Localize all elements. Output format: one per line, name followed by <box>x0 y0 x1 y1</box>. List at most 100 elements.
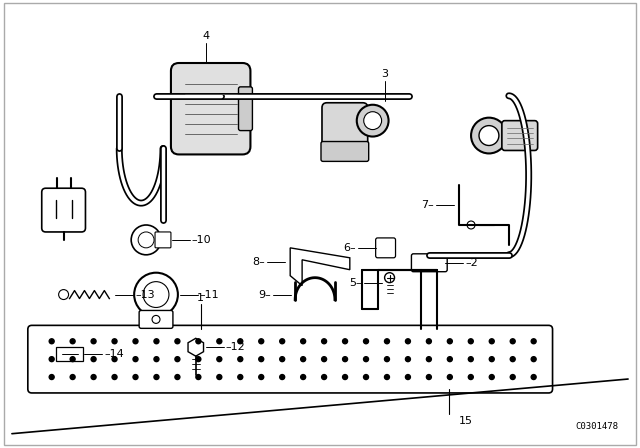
Circle shape <box>471 118 507 154</box>
Circle shape <box>342 339 348 344</box>
Circle shape <box>447 375 452 379</box>
Circle shape <box>259 357 264 362</box>
Text: –12: –12 <box>225 342 245 352</box>
Circle shape <box>217 375 222 379</box>
Circle shape <box>91 357 96 362</box>
Circle shape <box>217 339 222 344</box>
Circle shape <box>301 375 306 379</box>
Circle shape <box>112 339 117 344</box>
Text: 1: 1 <box>197 293 204 302</box>
Circle shape <box>385 375 390 379</box>
Text: –11: –11 <box>200 289 220 300</box>
Circle shape <box>322 375 326 379</box>
Circle shape <box>131 225 161 255</box>
Text: C0301478: C0301478 <box>575 422 618 431</box>
Circle shape <box>154 375 159 379</box>
Circle shape <box>175 357 180 362</box>
Circle shape <box>70 357 75 362</box>
Circle shape <box>138 232 154 248</box>
Circle shape <box>70 375 75 379</box>
Circle shape <box>217 357 222 362</box>
FancyBboxPatch shape <box>42 188 86 232</box>
Circle shape <box>356 105 388 137</box>
Circle shape <box>259 339 264 344</box>
Circle shape <box>280 375 285 379</box>
Circle shape <box>280 339 285 344</box>
FancyBboxPatch shape <box>239 87 252 130</box>
Circle shape <box>133 357 138 362</box>
Circle shape <box>301 339 306 344</box>
Circle shape <box>385 273 394 283</box>
Circle shape <box>510 339 515 344</box>
Text: –13: –13 <box>135 289 155 300</box>
Circle shape <box>342 357 348 362</box>
Text: 3: 3 <box>381 69 388 79</box>
Circle shape <box>91 339 96 344</box>
Circle shape <box>489 339 494 344</box>
Circle shape <box>468 339 474 344</box>
Circle shape <box>154 339 159 344</box>
Circle shape <box>175 339 180 344</box>
Circle shape <box>238 375 243 379</box>
Text: –2: –2 <box>465 258 478 268</box>
Circle shape <box>510 357 515 362</box>
Circle shape <box>59 289 68 300</box>
Circle shape <box>447 357 452 362</box>
FancyBboxPatch shape <box>412 254 447 271</box>
Circle shape <box>134 273 178 316</box>
Polygon shape <box>56 347 83 361</box>
Circle shape <box>154 357 159 362</box>
Circle shape <box>133 375 138 379</box>
Circle shape <box>426 375 431 379</box>
Circle shape <box>175 375 180 379</box>
Circle shape <box>406 339 410 344</box>
Circle shape <box>49 339 54 344</box>
Circle shape <box>49 375 54 379</box>
Circle shape <box>196 375 201 379</box>
Circle shape <box>531 375 536 379</box>
Circle shape <box>238 339 243 344</box>
Circle shape <box>196 339 201 344</box>
Text: 6–: 6– <box>343 243 356 253</box>
Circle shape <box>426 357 431 362</box>
Circle shape <box>426 339 431 344</box>
Circle shape <box>489 375 494 379</box>
Circle shape <box>510 375 515 379</box>
Text: 9–: 9– <box>259 289 271 300</box>
FancyBboxPatch shape <box>376 238 396 258</box>
Circle shape <box>385 339 390 344</box>
Circle shape <box>364 112 381 129</box>
Text: 5–: 5– <box>349 278 362 288</box>
FancyBboxPatch shape <box>171 63 250 155</box>
Circle shape <box>70 339 75 344</box>
Text: 7–: 7– <box>422 200 435 210</box>
Circle shape <box>531 339 536 344</box>
Text: 8–: 8– <box>253 257 266 267</box>
Circle shape <box>259 375 264 379</box>
FancyBboxPatch shape <box>28 325 552 393</box>
FancyBboxPatch shape <box>321 142 369 161</box>
Circle shape <box>91 375 96 379</box>
Circle shape <box>531 357 536 362</box>
Polygon shape <box>188 338 204 356</box>
Circle shape <box>196 357 201 362</box>
Circle shape <box>112 375 117 379</box>
Circle shape <box>364 357 369 362</box>
Polygon shape <box>290 248 350 286</box>
Circle shape <box>301 357 306 362</box>
Circle shape <box>133 339 138 344</box>
Circle shape <box>468 357 474 362</box>
Text: 4: 4 <box>202 31 209 41</box>
FancyBboxPatch shape <box>322 103 368 148</box>
FancyBboxPatch shape <box>4 4 636 444</box>
Circle shape <box>49 357 54 362</box>
Circle shape <box>364 375 369 379</box>
FancyBboxPatch shape <box>155 232 171 248</box>
Circle shape <box>152 315 160 323</box>
Circle shape <box>447 339 452 344</box>
Circle shape <box>322 339 326 344</box>
FancyBboxPatch shape <box>502 121 538 151</box>
Circle shape <box>467 221 475 229</box>
Circle shape <box>112 357 117 362</box>
Circle shape <box>468 375 474 379</box>
